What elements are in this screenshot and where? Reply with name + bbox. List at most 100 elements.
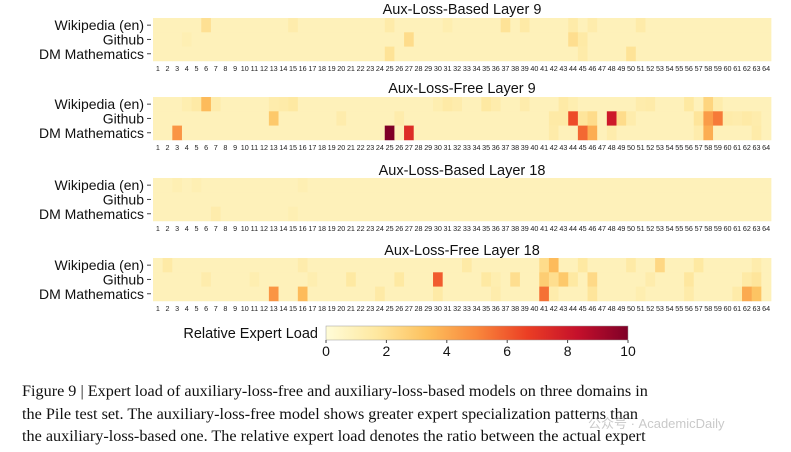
heatmap-cell xyxy=(346,272,357,287)
heatmap-cell xyxy=(471,111,482,126)
column-tick-label: 31 xyxy=(444,304,452,313)
heatmap-cell xyxy=(442,97,453,112)
heatmap-cell xyxy=(239,286,250,302)
heatmap-cell xyxy=(751,46,762,62)
heatmap-cell xyxy=(713,97,724,112)
heatmap-cell xyxy=(384,32,395,47)
heatmap-cell xyxy=(317,178,328,193)
heatmap-cell xyxy=(693,286,704,302)
heatmap-cell xyxy=(452,206,463,222)
heatmap-cell xyxy=(587,125,598,141)
heatmap-cell xyxy=(230,286,241,302)
heatmap-cell xyxy=(548,258,559,273)
heatmap-cell xyxy=(452,286,463,302)
heatmap-cell xyxy=(346,18,357,33)
heatmap-cell xyxy=(674,125,685,141)
column-tick-label: 50 xyxy=(627,143,635,152)
heatmap-cell xyxy=(703,286,714,302)
column-tick-label: 43 xyxy=(559,143,567,152)
heatmap-cell xyxy=(201,46,212,62)
heatmap-cell xyxy=(684,18,695,33)
column-tick-label: 63 xyxy=(753,64,761,73)
heatmap-cell xyxy=(384,178,395,193)
heatmap-cell xyxy=(713,192,724,207)
heatmap-cell xyxy=(191,206,202,222)
heatmap-cell xyxy=(635,111,646,126)
heatmap-cell xyxy=(181,111,192,126)
heatmap-cell xyxy=(288,18,299,33)
column-tick-label: 39 xyxy=(521,224,529,233)
heatmap-cell xyxy=(558,286,569,302)
heatmap-cell xyxy=(326,111,337,126)
heatmap-cell xyxy=(210,206,221,222)
heatmap-cell xyxy=(172,206,183,222)
column-tick-label: 11 xyxy=(251,224,258,233)
column-tick-label: 8 xyxy=(223,143,227,152)
heatmap-cell xyxy=(191,178,202,193)
heatmap-cell xyxy=(577,111,588,126)
heatmap-cell xyxy=(655,286,666,302)
column-tick-label: 33 xyxy=(463,64,471,73)
column-tick-label: 60 xyxy=(724,224,732,233)
heatmap-cell xyxy=(365,46,376,62)
heatmap-cell xyxy=(722,206,733,222)
column-tick-label: 33 xyxy=(463,304,471,313)
heatmap-cell xyxy=(326,286,337,302)
heatmap-cell xyxy=(346,178,357,193)
heatmap-cell xyxy=(278,125,289,141)
heatmap-cell xyxy=(336,206,347,222)
heatmap-cell xyxy=(597,178,608,193)
heatmap-cell xyxy=(268,178,279,193)
heatmap-cell xyxy=(684,286,695,302)
heatmap-cell xyxy=(703,125,714,141)
heatmap-cell xyxy=(462,97,473,112)
column-tick-label: 28 xyxy=(415,304,423,313)
heatmap-cell xyxy=(346,286,357,302)
heatmap-cell xyxy=(346,46,357,62)
heatmap-cell xyxy=(490,286,501,302)
heatmap-cell xyxy=(655,97,666,112)
column-tick-label: 4 xyxy=(185,64,189,73)
heatmap-cell xyxy=(674,286,685,302)
heatmap-cell xyxy=(510,258,521,273)
heatmap-cell xyxy=(326,272,337,287)
column-tick-label: 33 xyxy=(463,143,471,152)
column-tick-label: 21 xyxy=(347,143,355,152)
heatmap-cell xyxy=(375,206,386,222)
heatmap-cell xyxy=(674,258,685,273)
colorbar-tick-label: 6 xyxy=(503,343,511,359)
column-tick-label: 35 xyxy=(482,143,490,152)
column-tick-label: 4 xyxy=(185,224,189,233)
heatmap-cell xyxy=(481,272,492,287)
column-tick-label: 56 xyxy=(685,224,693,233)
heatmap-cell xyxy=(751,258,762,273)
heatmap-cell xyxy=(664,286,675,302)
column-tick-label: 39 xyxy=(521,304,529,313)
column-tick-label: 36 xyxy=(492,143,500,152)
heatmap-cell xyxy=(703,272,714,287)
heatmap-cell xyxy=(433,18,444,33)
heatmap-cell xyxy=(664,272,675,287)
heatmap-cell xyxy=(355,97,366,112)
heatmap-cell xyxy=(577,258,588,273)
column-tick-label: 16 xyxy=(299,224,307,233)
heatmap-cell xyxy=(568,125,579,141)
heatmap-cell xyxy=(713,286,724,302)
heatmap-cell xyxy=(471,97,482,112)
heatmap-cell xyxy=(433,32,444,47)
heatmap-cell xyxy=(259,286,270,302)
row-label: DM Mathematics xyxy=(39,125,144,141)
heatmap-cell xyxy=(162,32,173,47)
heatmap-cell xyxy=(742,32,753,47)
heatmap-cell xyxy=(490,97,501,112)
heatmap-cell xyxy=(664,125,675,141)
column-tick-label: 61 xyxy=(733,304,741,313)
heatmap-cell xyxy=(500,97,511,112)
heatmap-cell xyxy=(587,46,598,62)
heatmap-cell xyxy=(452,258,463,273)
heatmap-cell xyxy=(606,111,617,126)
heatmap-cell xyxy=(519,32,530,47)
column-tick-label: 49 xyxy=(617,304,625,313)
heatmap-cell xyxy=(751,272,762,287)
column-tick-label: 60 xyxy=(724,64,732,73)
